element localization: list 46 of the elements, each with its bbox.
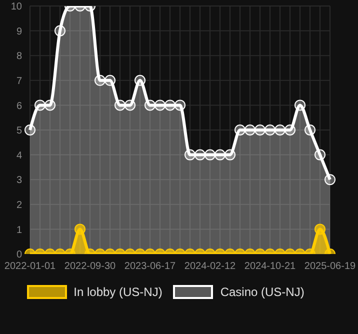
point	[114, 100, 126, 111]
point	[44, 100, 56, 111]
point	[304, 124, 316, 136]
point	[274, 124, 286, 136]
point	[254, 124, 266, 136]
y-tick-label: 4	[16, 150, 22, 162]
point	[134, 74, 146, 86]
y-tick-label: 1	[16, 224, 22, 236]
point	[94, 74, 106, 86]
point	[264, 124, 276, 136]
y-tick-label: 3	[16, 175, 22, 186]
x-tick-label: 2022-01-01	[4, 261, 56, 272]
point	[224, 149, 236, 160]
point	[194, 149, 206, 160]
y-tick-label: 2	[16, 200, 22, 211]
legend-label: In lobby (US-NJ)	[74, 285, 162, 299]
x-tick-label: 2023-06-17	[124, 261, 176, 272]
point	[314, 149, 326, 160]
point	[284, 124, 296, 136]
point	[214, 149, 226, 160]
point	[234, 124, 246, 136]
x-tick-label: 2024-02-12	[184, 261, 236, 272]
point	[164, 100, 176, 111]
legend-label: Casino (US-NJ)	[220, 285, 304, 299]
point	[294, 100, 306, 111]
point	[174, 100, 186, 111]
y-tick-label: 6	[16, 100, 22, 112]
y-tick-label: 7	[16, 76, 22, 87]
x-tick-label: 2022-09-30	[64, 261, 116, 272]
point	[34, 100, 46, 111]
point	[204, 149, 216, 160]
y-tick-label: 10	[10, 2, 22, 13]
x-tick-label: 2024-10-21	[244, 261, 296, 272]
x-tick-label: 2025-06-19	[304, 261, 356, 272]
y-tick-label: 5	[16, 126, 22, 137]
point	[144, 100, 156, 111]
point	[104, 74, 116, 86]
point	[24, 124, 36, 136]
point	[324, 174, 336, 186]
point	[184, 149, 196, 160]
y-tick-label: 9	[16, 26, 22, 38]
point	[154, 100, 166, 111]
y-tick-label: 0	[16, 250, 22, 261]
point	[244, 124, 256, 136]
point	[124, 100, 136, 111]
y-tick-label: 8	[16, 51, 22, 62]
